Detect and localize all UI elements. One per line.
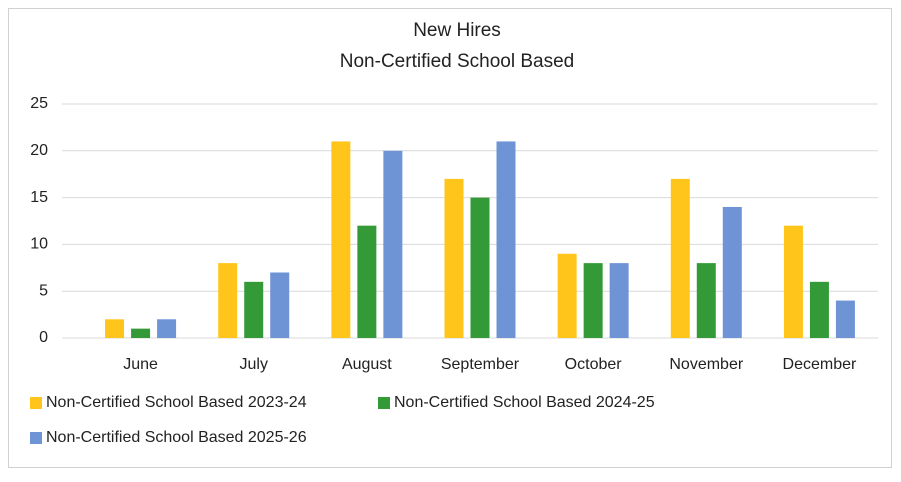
x-tick-label: June [123, 356, 158, 373]
bar [444, 178, 464, 338]
y-tick-label: 10 [30, 236, 48, 253]
y-tick-label: 20 [30, 142, 48, 159]
legend-label: Non-Certified School Based 2023-24 [46, 394, 307, 411]
chart-subtitle: Non-Certified School Based [340, 51, 574, 72]
bar [609, 263, 629, 338]
bar [670, 178, 690, 338]
bar [157, 319, 177, 338]
legend-swatch [378, 397, 390, 409]
bar [331, 141, 351, 338]
bar [722, 206, 742, 338]
bar [835, 300, 855, 338]
y-tick-label: 25 [30, 95, 48, 112]
bar [244, 281, 264, 338]
bar [696, 263, 716, 338]
bar [131, 328, 151, 338]
y-tick-label: 0 [39, 329, 48, 346]
bar [383, 150, 403, 338]
bar [470, 197, 490, 338]
y-tick-label: 15 [30, 189, 48, 206]
y-tick-label: 5 [39, 282, 48, 299]
legend-label: Non-Certified School Based 2025-26 [46, 429, 307, 446]
x-tick-label: November [669, 356, 743, 373]
legend-label: Non-Certified School Based 2024-25 [394, 394, 655, 411]
bar [218, 263, 238, 338]
bar [809, 281, 829, 338]
bar [496, 141, 516, 338]
legend-swatch [30, 432, 42, 444]
x-tick-label: September [441, 356, 520, 373]
x-tick-label: July [239, 356, 267, 373]
bar [357, 225, 377, 338]
bar [557, 253, 577, 338]
chart-title: New Hires [413, 20, 501, 41]
legend-swatch [30, 397, 42, 409]
bar [783, 225, 803, 338]
bar [270, 272, 290, 338]
bar [583, 263, 603, 338]
x-tick-label: August [342, 356, 392, 373]
x-tick-label: December [783, 356, 857, 373]
x-tick-label: October [565, 356, 623, 373]
bar [105, 319, 125, 338]
